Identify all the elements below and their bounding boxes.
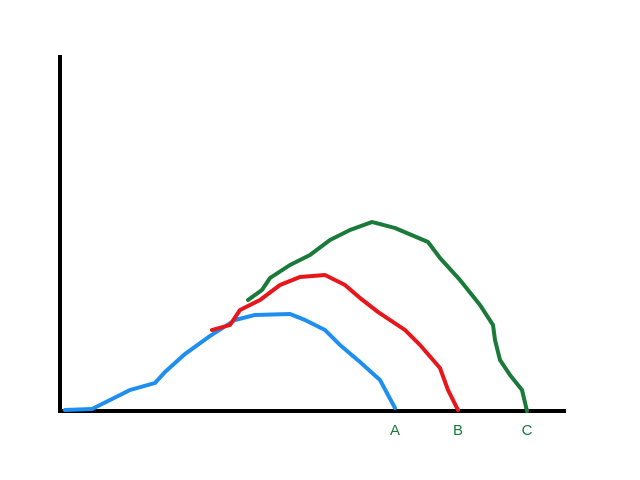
line (210, 273, 460, 412)
series-label: C (522, 422, 533, 439)
line (63, 312, 397, 412)
series-label: B (453, 422, 463, 439)
series-label: A (390, 422, 400, 439)
line (246, 220, 529, 413)
